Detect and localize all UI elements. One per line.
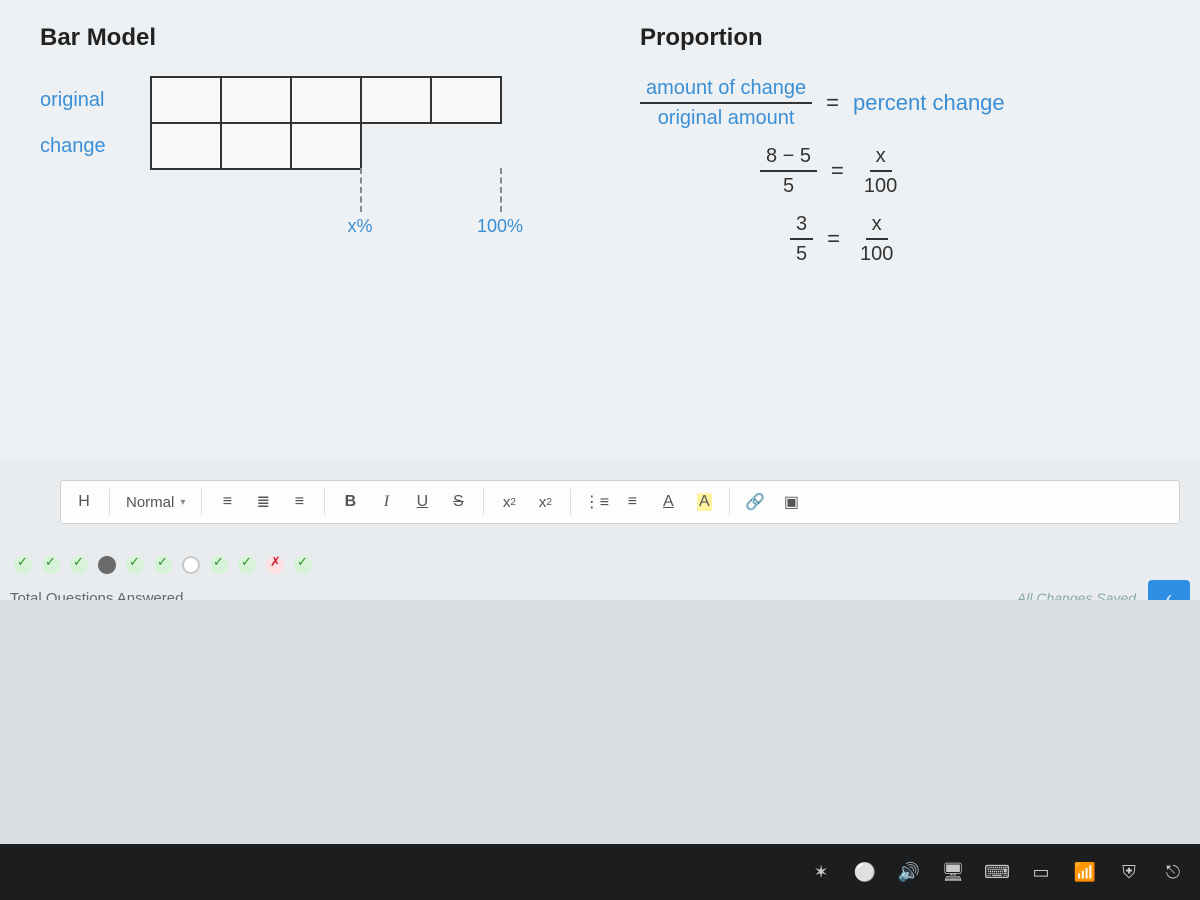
- chevron-down-icon: ▾: [180, 497, 185, 508]
- step2-rden: 100: [854, 240, 899, 266]
- list-ordered-icon[interactable]: ⋮≡: [579, 485, 613, 519]
- tray-battery-icon[interactable]: ▭: [1028, 859, 1054, 885]
- bar-cell: [220, 122, 292, 170]
- hundred-percent-label: 100%: [477, 216, 523, 237]
- progress-dot[interactable]: [266, 556, 284, 574]
- proportion-formula: amount of change original amount = perce…: [640, 76, 1160, 130]
- separator: [483, 489, 484, 515]
- align-left-icon[interactable]: ≡: [210, 485, 244, 519]
- progress-dot[interactable]: [182, 556, 200, 574]
- highlight-button[interactable]: A: [687, 485, 721, 519]
- x-percent-label: x%: [347, 216, 372, 237]
- change-label: change: [40, 122, 150, 170]
- empty-area: [0, 600, 1200, 844]
- progress-dot[interactable]: [238, 556, 256, 574]
- progress-dots: [10, 556, 1190, 574]
- original-label: original: [40, 76, 150, 124]
- list-unordered-icon[interactable]: ≡: [615, 485, 649, 519]
- style-select-label: Normal: [126, 494, 174, 511]
- align-center-icon[interactable]: ≣: [246, 485, 280, 519]
- font-color-button[interactable]: A: [651, 485, 685, 519]
- taskbar: ✶ ⚪ 🔊 🖥 ⌨ ▭ 📶 ⛨ ⎋: [0, 844, 1200, 900]
- tray-star-icon[interactable]: ✶: [808, 859, 834, 885]
- progress-dot[interactable]: [98, 556, 116, 574]
- progress-dot[interactable]: [294, 556, 312, 574]
- step2-den: 5: [790, 240, 813, 266]
- image-icon[interactable]: ▣: [774, 485, 808, 519]
- tray-shield-icon[interactable]: ⛨: [1116, 859, 1142, 885]
- proportion-heading: Proportion: [640, 24, 1160, 52]
- separator: [109, 489, 110, 515]
- separator: [570, 489, 571, 515]
- tick-area: x% 100%: [150, 168, 510, 248]
- proportion-step-1: 8 − 5 5 = x 100: [760, 144, 1160, 198]
- progress-dot[interactable]: [42, 556, 60, 574]
- tray-volume-icon[interactable]: 🔊: [896, 859, 922, 885]
- superscript-button[interactable]: x2: [528, 485, 562, 519]
- proportion-step-2: 3 5 = x 100: [790, 212, 1160, 266]
- progress-dot[interactable]: [14, 556, 32, 574]
- style-select[interactable]: Normal ▾: [118, 494, 193, 511]
- strike-button[interactable]: S: [441, 485, 475, 519]
- equals-sign: =: [827, 226, 840, 252]
- tray-misc-icon[interactable]: ⎋: [1160, 859, 1186, 885]
- progress-dot[interactable]: [70, 556, 88, 574]
- worksheet-area: Bar Model original change x% 100%: [0, 0, 1200, 460]
- tray-keyboard-icon[interactable]: ⌨: [984, 859, 1010, 885]
- bar-model: original change x% 100%: [40, 76, 600, 248]
- bar-cell: [150, 122, 222, 170]
- align-right-icon[interactable]: ≡: [282, 485, 316, 519]
- bar-cell: [290, 76, 362, 124]
- step2-num: 3: [790, 212, 813, 240]
- underline-button[interactable]: U: [405, 485, 439, 519]
- bar-model-heading: Bar Model: [40, 24, 600, 52]
- bar-cell: [150, 76, 222, 124]
- separator: [729, 489, 730, 515]
- formula-denominator: original amount: [652, 104, 801, 130]
- progress-dot[interactable]: [210, 556, 228, 574]
- bar-cell: [430, 76, 502, 124]
- step1-rnum: x: [870, 144, 892, 172]
- bar-cell: [360, 76, 432, 124]
- separator: [324, 489, 325, 515]
- equals-sign: =: [826, 90, 839, 116]
- heading-button[interactable]: H: [67, 485, 101, 519]
- tray-wifi-icon[interactable]: 📶: [1072, 859, 1098, 885]
- link-icon[interactable]: 🔗: [738, 485, 772, 519]
- step1-den: 5: [777, 172, 800, 198]
- subscript-button[interactable]: x2: [492, 485, 526, 519]
- step1-num: 8 − 5: [760, 144, 817, 172]
- italic-button[interactable]: I: [369, 485, 403, 519]
- tray-monitor-icon[interactable]: 🖥: [940, 859, 966, 885]
- equals-sign: =: [831, 158, 844, 184]
- formula-numerator: amount of change: [640, 76, 812, 104]
- bar-cell: [220, 76, 292, 124]
- rich-text-toolbar: H Normal ▾ ≡ ≣ ≡ B I U S x2 x2 ⋮≡ ≡ A A …: [60, 480, 1180, 524]
- tray-circle-icon[interactable]: ⚪: [852, 859, 878, 885]
- separator: [201, 489, 202, 515]
- bold-button[interactable]: B: [333, 485, 367, 519]
- formula-rhs: percent change: [853, 90, 1005, 116]
- progress-dot[interactable]: [126, 556, 144, 574]
- step2-rnum: x: [866, 212, 888, 240]
- progress-dot[interactable]: [154, 556, 172, 574]
- bar-cell: [290, 122, 362, 170]
- step1-rden: 100: [858, 172, 903, 198]
